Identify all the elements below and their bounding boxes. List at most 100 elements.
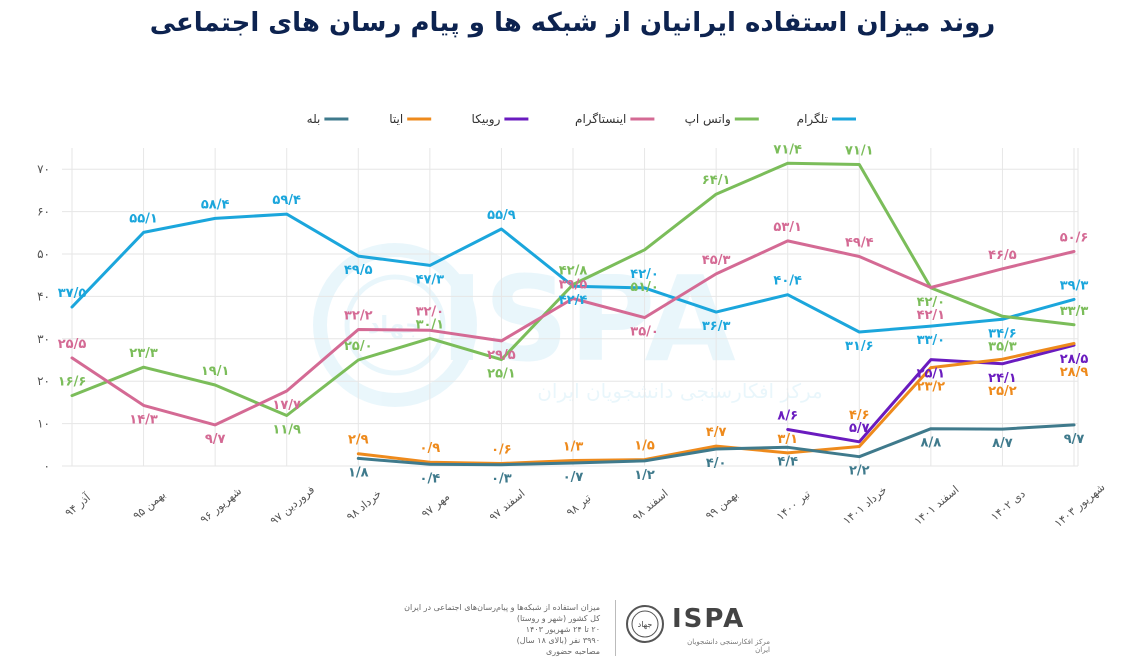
survey-note-line: کل کشور (شهر و روستا)	[516, 614, 600, 623]
data-label: ۵۵/۱	[129, 211, 158, 226]
x-tick-label: مهر ۹۷	[419, 490, 452, 521]
data-label: ۱۶/۶	[58, 375, 87, 390]
data-label: ۵۸/۴	[201, 197, 230, 212]
x-tick-label: خرداد ۹۸	[344, 487, 384, 523]
chart-title: روند میزان استفاده ایرانیان از شبکه ها و…	[149, 8, 996, 38]
x-tick-label: شهریور ۹۶	[198, 484, 244, 526]
legend-item: اینستاگرام	[575, 112, 626, 127]
data-label: ۴۲/۸	[559, 264, 588, 279]
data-label: ۲/۲	[849, 464, 870, 479]
data-label: ۵۱/۰	[630, 280, 659, 295]
data-label: ۴۶/۵	[988, 248, 1017, 263]
data-label: ۲۴/۱	[988, 371, 1017, 386]
data-label: ۱/۳	[563, 439, 584, 454]
data-label: ۴/۴	[777, 454, 798, 469]
watermark-brand: ISPA	[440, 250, 736, 388]
data-label: ۵۳/۱	[773, 220, 802, 235]
y-tick-label: ۶۰	[37, 205, 50, 219]
survey-note-line: مصاحبه حضوری	[546, 647, 600, 656]
x-tick-label: بهمن ۹۹	[703, 488, 741, 523]
data-label: ۲/۹	[348, 433, 369, 448]
legend-item: تلگرام	[797, 112, 828, 127]
watermark-logo-inner	[344, 274, 446, 376]
data-label: ۴/۷	[706, 425, 727, 440]
data-label: ۶۴/۱	[702, 173, 731, 188]
data-label: ۱/۸	[348, 465, 369, 480]
x-tick-label: بهمن ۹۵	[131, 488, 169, 523]
data-label: ۱/۵	[634, 439, 655, 454]
footer-brand: ISPA	[672, 604, 746, 634]
data-label: ۱۷/۷	[272, 398, 301, 413]
data-label: ۲۵/۱	[487, 367, 516, 382]
y-tick-label: ۷۰	[37, 162, 50, 176]
data-label: ۴۲/۰	[917, 295, 946, 310]
watermark-logo-text: جهاد	[368, 311, 422, 339]
data-label: ۵/۷	[849, 421, 870, 436]
data-label: ۳۱/۶	[845, 339, 874, 354]
data-label: ۴۰/۴	[773, 274, 802, 289]
data-label: ۲۳/۳	[129, 346, 158, 361]
data-label: ۷۱/۴	[773, 142, 802, 157]
data-label: ۳۷/۵	[58, 286, 87, 301]
data-label: ۴۵/۳	[702, 253, 731, 268]
data-label: ۲۹/۵	[487, 348, 516, 363]
data-label: ۴۷/۳	[416, 272, 445, 287]
data-label: ۷۱/۱	[845, 144, 874, 159]
data-label: ۳۴/۶	[988, 326, 1017, 341]
data-label: ۴۹/۴	[845, 236, 874, 251]
y-tick-label: ۲۰	[37, 374, 50, 388]
data-label: ۲۵/۲	[988, 384, 1017, 399]
data-label: ۰/۴	[420, 471, 441, 486]
data-label: ۱۹/۱	[201, 364, 230, 379]
data-label: ۳۰/۱	[416, 317, 445, 332]
data-label: ۴۲/۱	[917, 308, 946, 323]
footer-tagline: مرکز افکارسنجی دانشجویان ایران	[687, 638, 770, 654]
data-label: ۱/۲	[634, 468, 655, 483]
data-label: ۱۱/۹	[272, 423, 301, 438]
data-label: ۴۹/۵	[344, 263, 373, 278]
data-label: ۵۰/۶	[1060, 230, 1089, 245]
x-tick-label: دی ۱۴۰۲	[988, 487, 1028, 523]
data-label: ۳۵/۳	[988, 339, 1017, 354]
data-label: ۳۵/۰	[630, 325, 659, 340]
data-label: ۸/۷	[992, 436, 1013, 451]
watermark-logo-icon	[313, 243, 477, 407]
data-label: ۳۳/۰	[917, 333, 946, 348]
survey-note-line: میزان استفاده از شبکه‌ها و پیام‌رسان‌های…	[404, 603, 600, 612]
x-tick-label: اسفند ۱۴۰۱	[912, 483, 962, 528]
data-label: ۰/۹	[420, 441, 441, 456]
x-tick-label: اسفند ۹۷	[487, 487, 528, 524]
data-label: ۳۹/۳	[1060, 278, 1089, 293]
data-label: ۱۴/۳	[129, 412, 158, 427]
data-label: ۳۹/۵	[559, 278, 588, 293]
data-label: ۲۸/۵	[1060, 352, 1089, 367]
series-line	[70, 161, 1076, 417]
x-tick-label: تیر ۹۸	[564, 491, 594, 519]
data-label: ۰/۶	[491, 442, 512, 457]
data-label: ۹/۷	[205, 432, 226, 447]
legend-item: روبیکا	[472, 112, 501, 127]
y-tick-label: ۵۰	[37, 247, 50, 261]
data-label: ۲۵/۵	[58, 337, 87, 352]
survey-note-line: ۲۰ تا ۲۴ شهریور ۱۴۰۳	[525, 625, 600, 634]
footer: میزان استفاده از شبکه‌ها و پیام‌رسان‌های…	[404, 598, 770, 660]
legend-item: بله	[307, 112, 321, 126]
y-tick-label: ۴۰	[37, 289, 50, 303]
watermark-tagline: مرکز افکارسنجی دانشجویان ایران	[537, 379, 823, 403]
data-label: ۲۸/۹	[1060, 365, 1089, 380]
y-tick-label: ۳۰	[37, 332, 50, 346]
data-label: ۸/۸	[921, 436, 942, 451]
data-label: ۴۲/۴	[559, 293, 588, 308]
data-label: ۲۳/۲	[917, 380, 946, 395]
data-label: ۳/۱	[777, 432, 798, 447]
x-tick-label: آذر ۹۴	[62, 490, 94, 520]
legend-item: واتس اپ	[685, 112, 731, 127]
data-label: ۳۳/۳	[1060, 304, 1089, 319]
x-tick-label: تیر ۱۴۰۰	[774, 488, 813, 523]
data-label: ۹/۷	[1064, 432, 1085, 447]
y-tick-label: ۱۰	[37, 417, 50, 431]
x-tick-label: شهریور ۱۴۰۳	[1052, 481, 1108, 531]
x-tick-label: خرداد ۱۴۰۱	[841, 483, 890, 527]
